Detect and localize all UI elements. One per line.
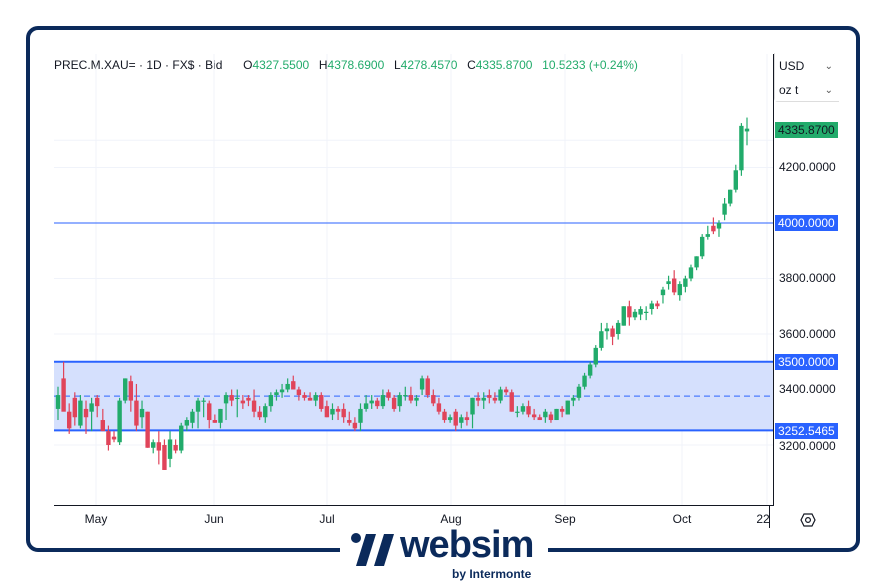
price-tick: 3800.0000 (779, 271, 836, 285)
gear-icon[interactable] (800, 512, 816, 531)
close-value: 4335.8700 (475, 58, 533, 72)
currency-value: USD (779, 59, 805, 73)
level-label-4000[interactable]: 4000.0000 (775, 215, 838, 231)
last-price-label: 4335.8700 (775, 122, 838, 138)
unit-selector-box (774, 53, 839, 102)
websim-logo: websim by Intermonte (348, 524, 548, 582)
chevron-down-icon: ⌄ (824, 60, 833, 72)
websim-wordmark: websim (400, 524, 534, 566)
source-label: FX$ (172, 58, 195, 72)
high-label: H (318, 58, 328, 72)
time-tick: Jul (319, 512, 335, 526)
price-tick: 3400.0000 (779, 382, 836, 396)
separator: · (194, 58, 206, 72)
chevron-down-icon: ⌄ (824, 84, 833, 96)
logo-tagline: by Intermonte (452, 567, 532, 581)
currency-selector[interactable]: USD ⌄ (775, 55, 837, 77)
close-label: C (467, 58, 476, 72)
separator: · (161, 58, 173, 72)
time-tick: Sep (554, 512, 576, 526)
price-tick: 4200.0000 (779, 160, 836, 174)
symbol-label[interactable]: PREC.M.XAU= (54, 58, 136, 72)
price-tick: 3600.0000 (779, 327, 836, 341)
open-label: O (243, 58, 253, 72)
low-label: L (393, 58, 401, 72)
open-value: 4327.5500 (252, 58, 310, 72)
separator: · (135, 58, 147, 72)
time-tick: Oct (672, 512, 692, 526)
websim-logo-icon (351, 533, 394, 566)
axis-corner-divider (769, 506, 770, 528)
unit-selector[interactable]: oz t ⌄ (775, 79, 837, 101)
low-value: 4278.4570 (400, 58, 458, 72)
time-tick: May (84, 512, 108, 526)
time-tick: 22 (756, 512, 770, 526)
level-label-3500[interactable]: 3500.0000 (775, 354, 838, 370)
ohlc-legend: PREC.M.XAU= · 1D · FX$ · Bid O4327.5500 … (54, 58, 638, 72)
time-tick: Aug (440, 512, 462, 526)
level-label-3252[interactable]: 3252.5465 (775, 423, 838, 439)
price-tick: 3200.0000 (779, 439, 836, 453)
price-axis-line (773, 54, 774, 506)
unit-value: oz t (779, 83, 799, 97)
high-value: 4378.6900 (327, 58, 385, 72)
candlestick-plot[interactable] (54, 54, 774, 505)
change-value: 10.5233 (+0.24%) (542, 58, 638, 72)
time-tick: Jun (204, 512, 224, 526)
time-axis-line (54, 505, 774, 506)
interval-label[interactable]: 1D (146, 58, 162, 72)
